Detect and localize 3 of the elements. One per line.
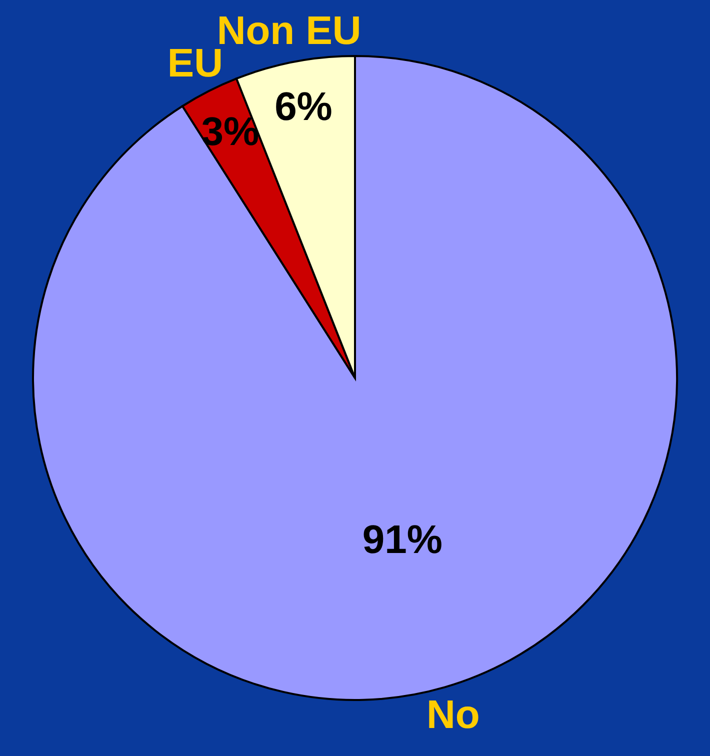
slice-label: No [426, 693, 480, 738]
data-label: 91% [362, 518, 442, 562]
data-label: 6% [274, 84, 332, 129]
